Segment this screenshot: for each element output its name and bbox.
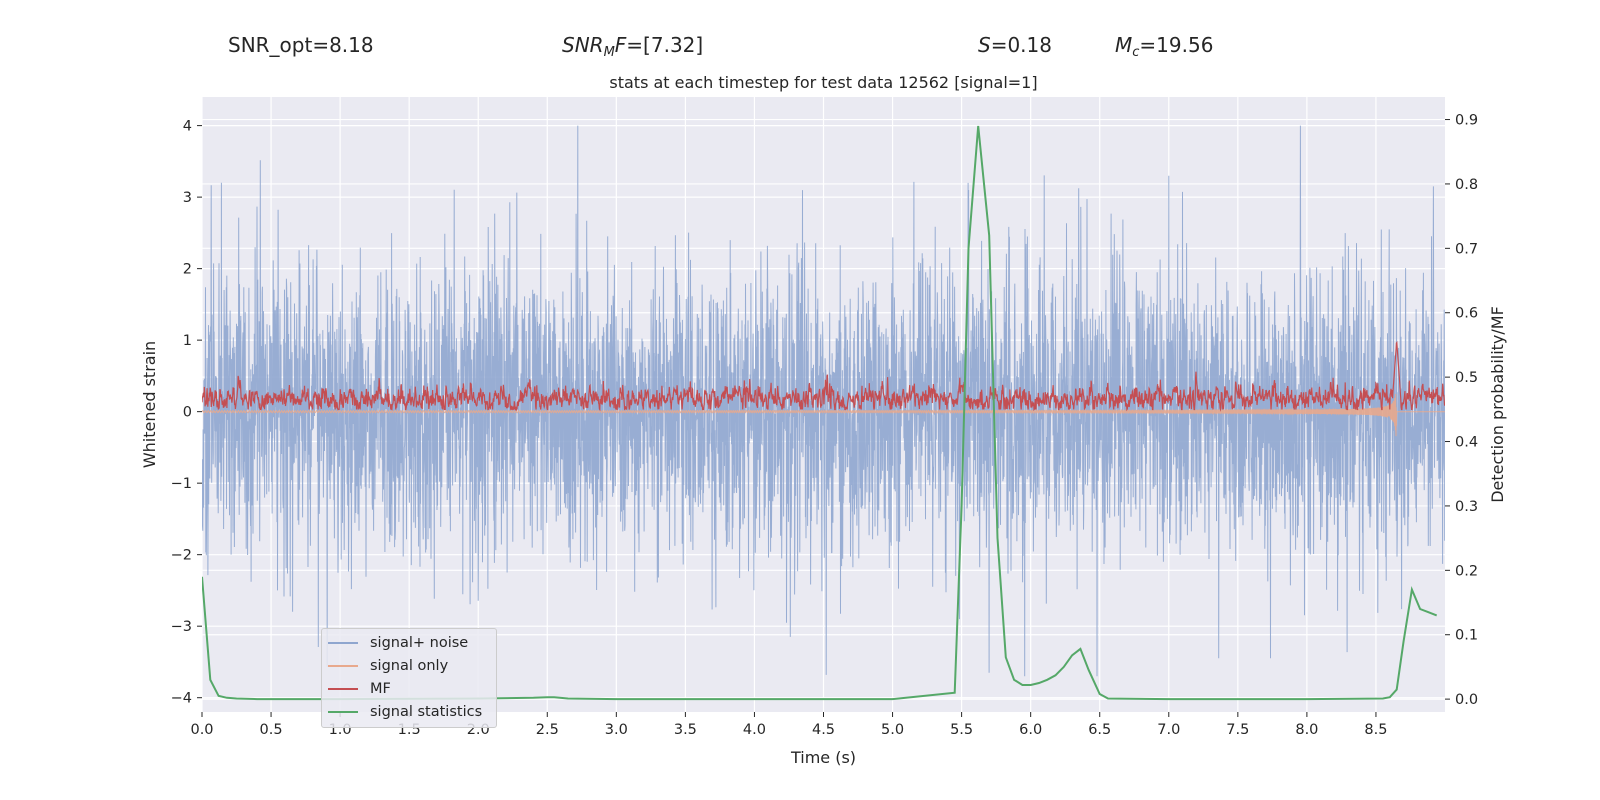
y-tick-label: 0 [183, 405, 192, 421]
legend-swatch [328, 642, 358, 644]
legend-swatch [328, 665, 358, 667]
y2-tick-label: 0.3 [1455, 499, 1478, 515]
y2-tick-label: 0.1 [1455, 628, 1478, 644]
x-tick-label: 3.0 [605, 722, 628, 738]
x-tick-label: 5.0 [881, 722, 904, 738]
x-tick-label: 6.0 [1019, 722, 1042, 738]
y-tick-label: −1 [171, 476, 192, 492]
y2-tick-label: 0.4 [1455, 435, 1478, 451]
y2-tick-label: 0.9 [1455, 113, 1478, 129]
y2-tick-label: 0.0 [1455, 692, 1478, 708]
y-tick-label: 2 [183, 262, 192, 278]
x-tick-label: 7.5 [1226, 722, 1249, 738]
y2-axis-label: Detection probability/MF [1488, 306, 1507, 503]
legend-swatch [328, 711, 358, 713]
y2-tick-label: 0.7 [1455, 241, 1478, 257]
x-tick-label: 8.5 [1364, 722, 1387, 738]
y-tick-label: 3 [183, 190, 192, 206]
chart-legend: signal+ noise signal only MF signal stat… [321, 628, 497, 728]
legend-item-mf: MF [328, 678, 391, 700]
mc-label: Mc=19.56 [1115, 33, 1214, 60]
x-tick-label: 8.0 [1295, 722, 1318, 738]
x-tick-label: 0.0 [190, 722, 213, 738]
x-tick-label: 3.5 [674, 722, 697, 738]
legend-item-signal-noise: signal+ noise [328, 632, 468, 654]
legend-swatch [328, 688, 358, 690]
chart-title: stats at each timestep for test data 125… [609, 73, 1037, 92]
legend-item-signal-only: signal only [328, 655, 448, 677]
y-tick-label: −3 [171, 619, 192, 635]
series-signal-only-line [202, 393, 1445, 437]
y-tick-label: −2 [171, 548, 192, 564]
y-axis-label: Whitened strain [140, 341, 159, 468]
y2-tick-label: 0.6 [1455, 306, 1478, 322]
y-tick-label: 1 [183, 333, 192, 349]
s-label: S=0.18 [978, 33, 1052, 57]
x-tick-label: 5.5 [950, 722, 973, 738]
y-tick-label: −4 [171, 691, 192, 707]
legend-item-signal-statistics: signal statistics [328, 701, 482, 723]
y-tick-label: 4 [183, 119, 192, 135]
x-tick-label: 4.0 [743, 722, 766, 738]
x-tick-label: 6.5 [1088, 722, 1111, 738]
snr-opt-label: SNR_opt=8.18 [228, 33, 374, 57]
x-tick-label: 4.5 [812, 722, 835, 738]
y2-tick-label: 0.2 [1455, 563, 1478, 579]
x-tick-label: 2.5 [536, 722, 559, 738]
snr-mf-label: SNRMF=[7.32] [562, 33, 704, 60]
y2-tick-label: 0.8 [1455, 177, 1478, 193]
x-axis-label: Time (s) [790, 748, 856, 767]
x-tick-label: 0.5 [260, 722, 283, 738]
x-tick-label: 7.0 [1157, 722, 1180, 738]
series-mf-line [202, 340, 1445, 412]
y2-tick-label: 0.5 [1455, 370, 1478, 386]
